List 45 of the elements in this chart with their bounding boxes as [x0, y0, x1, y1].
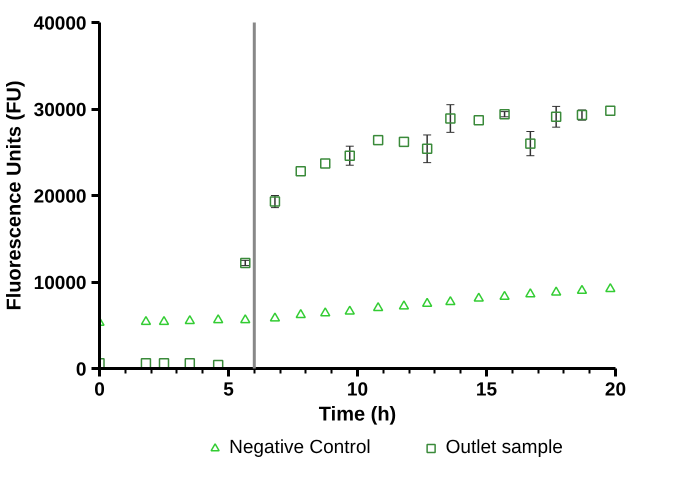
point	[320, 158, 330, 169]
y-tick-label: 30000	[34, 100, 87, 121]
point	[576, 284, 588, 294]
point	[474, 114, 484, 126]
point	[320, 307, 330, 316]
point	[212, 314, 224, 324]
x-tick-label: 0	[94, 380, 105, 400]
point	[344, 305, 356, 315]
y-tick-label: 20000	[34, 186, 87, 208]
legend-label: Outlet sample	[446, 437, 563, 459]
point	[422, 144, 432, 154]
point	[295, 308, 306, 318]
x-tick-label: 10	[346, 380, 368, 400]
point	[422, 298, 432, 307]
point	[605, 105, 616, 116]
point	[525, 288, 536, 298]
point	[270, 312, 280, 322]
point	[398, 136, 410, 148]
y-tick-label: 40000	[34, 14, 87, 34]
point	[445, 113, 456, 124]
point	[499, 290, 510, 300]
y-tick-label: 0	[76, 360, 87, 380]
point	[184, 314, 196, 324]
x-tick-label: 15	[476, 380, 498, 400]
x-tick-label: 20	[604, 380, 626, 400]
point	[240, 314, 251, 324]
point	[372, 134, 384, 146]
point	[525, 138, 536, 149]
point	[445, 296, 456, 306]
x-tick-label: 5	[223, 380, 234, 400]
x-axis-title: Time (h)	[318, 404, 396, 426]
point	[212, 360, 224, 368]
point	[398, 300, 410, 310]
point	[550, 286, 562, 296]
point	[140, 316, 152, 326]
point	[158, 316, 170, 326]
point	[372, 302, 384, 312]
legend-label: Negative Control	[229, 437, 371, 459]
point	[605, 282, 616, 292]
y-tick-label: 10000	[34, 273, 87, 294]
y-axis-title: Fluorescence Units (FU)	[4, 80, 26, 311]
point	[474, 292, 484, 302]
point	[344, 150, 356, 161]
point	[550, 112, 562, 122]
point	[295, 166, 306, 177]
